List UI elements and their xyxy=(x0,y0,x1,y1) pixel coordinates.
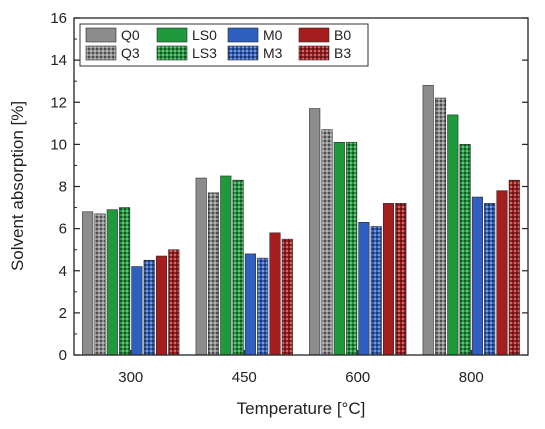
y-tick-label: 8 xyxy=(59,179,67,196)
y-tick-label: 2 xyxy=(59,305,67,322)
bar-ls3-300 xyxy=(119,207,131,356)
bar-ls0-450 xyxy=(220,175,232,356)
y-axis-title: Solvent absorption [%] xyxy=(8,101,27,271)
bar-ls0-300 xyxy=(106,209,118,356)
bar-b0-600 xyxy=(382,203,395,356)
bar-m3-450 xyxy=(257,257,269,356)
bar-q0-450 xyxy=(195,177,207,356)
legend-swatch-ls0 xyxy=(156,27,188,43)
axes: 0 2 4 6 8 10 12 14 16 300 450 600 800 xyxy=(50,10,528,386)
legend-swatch-m0 xyxy=(227,27,259,43)
bar-q3-600 xyxy=(321,129,333,356)
y-tick-label: 10 xyxy=(50,136,67,153)
bar-b3-800 xyxy=(508,179,520,356)
legend-swatch-ls3 xyxy=(156,45,188,61)
bar-m0-450 xyxy=(244,253,256,356)
bar-b0-450 xyxy=(269,232,281,356)
bar-ls0-600 xyxy=(333,141,345,356)
legend-label-b3: B3 xyxy=(334,45,351,61)
legend-swatch-m3 xyxy=(227,45,259,61)
x-tick-label: 300 xyxy=(118,369,143,386)
bar-q0-600 xyxy=(309,108,321,356)
y-tick-label: 14 xyxy=(50,52,67,69)
x-axis-title: Temperature [°C] xyxy=(237,399,366,418)
bar-q3-800 xyxy=(434,97,447,356)
bar-m0-300 xyxy=(131,266,143,356)
y-tick-label: 4 xyxy=(59,263,67,280)
bar-m0-600 xyxy=(358,222,370,356)
bar-m3-300 xyxy=(143,259,155,356)
legend: Q0 Q3 LS0 LS3 M0 M3 B0 B3 xyxy=(79,23,369,67)
bar-b0-800 xyxy=(496,190,508,356)
legend-label-ls0: LS0 xyxy=(192,27,217,43)
x-tick-label: 600 xyxy=(345,369,370,386)
bar-q3-450 xyxy=(207,192,220,356)
bar-ls0-800 xyxy=(447,114,459,356)
bar-ls3-600 xyxy=(346,141,358,356)
x-tick-label: 800 xyxy=(459,369,484,386)
legend-swatch-b3 xyxy=(298,45,330,61)
y-tick-label: 0 xyxy=(59,347,67,364)
y-tick-label: 12 xyxy=(50,94,67,111)
legend-swatch-q3 xyxy=(85,45,117,61)
legend-label-b0: B0 xyxy=(334,27,351,43)
y-tick-label: 6 xyxy=(59,221,67,238)
bar-m3-800 xyxy=(484,203,496,356)
bar-q0-300 xyxy=(82,211,94,356)
bar-ls3-800 xyxy=(459,144,471,356)
bars-layer xyxy=(82,85,520,356)
legend-swatch-b0 xyxy=(298,27,330,43)
bar-ls3-450 xyxy=(232,179,244,356)
bar-b3-450 xyxy=(281,238,293,356)
bar-b3-600 xyxy=(395,203,407,356)
y-tick-label: 16 xyxy=(50,10,67,27)
bar-q3-300 xyxy=(94,213,106,356)
legend-swatch-q0 xyxy=(85,27,117,43)
legend-label-q3: Q3 xyxy=(121,45,140,61)
bar-b0-300 xyxy=(155,255,168,356)
bar-b3-300 xyxy=(168,249,180,356)
legend-label-q0: Q0 xyxy=(121,27,140,43)
legend-label-m3: M3 xyxy=(263,45,283,61)
legend-label-m0: M0 xyxy=(263,27,283,43)
bar-m3-600 xyxy=(370,226,382,356)
legend-label-ls3: LS3 xyxy=(192,45,217,61)
x-tick-label: 450 xyxy=(232,369,257,386)
bar-m0-800 xyxy=(471,196,483,356)
bar-q0-800 xyxy=(422,85,434,356)
